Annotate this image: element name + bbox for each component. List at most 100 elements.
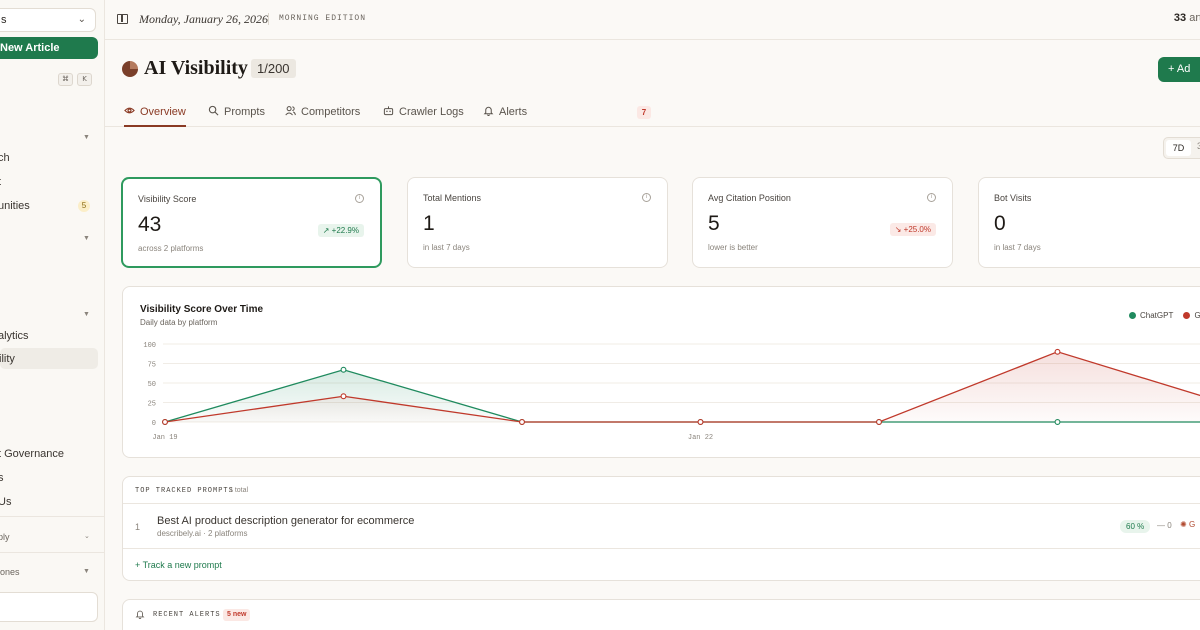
info-icon[interactable]: i [355,194,364,203]
visibility-chart-panel: Visibility Score Over Time Daily data by… [122,286,1200,458]
chevron-down-icon[interactable]: ▼ [83,235,90,242]
sparkle-icon: ✺ [1180,520,1189,529]
workspace-label: s [1,14,7,26]
y-tick-label: 25 [148,401,156,409]
legend-dot-second [1183,312,1191,319]
data-point [876,419,882,425]
chevron-down-icon[interactable]: ▼ [83,568,90,575]
chart-subtitle: Daily data by platform [140,318,218,327]
top-bar: Monday, January 26, 2026 MORNING EDITION… [105,0,1200,40]
data-point [340,393,347,400]
stat-delta-value: +22.9% [331,226,359,235]
users-icon [285,106,296,116]
add-prompt-button[interactable]: + Ad [1158,57,1200,82]
bot-icon [383,106,394,116]
legend-label-second: G [1194,311,1200,320]
stat-card-visibility-score[interactable]: Visibility Score i 43 ↗ +22.9% across 2 … [121,177,382,268]
new-article-button[interactable]: New Article [0,37,98,59]
tab-bar: Overview Prompts Competitors Crawler Log… [105,100,1200,127]
range-option-30d[interactable]: 3 [1197,141,1200,151]
row-index: 1 [135,522,141,532]
y-tick-label: 75 [148,362,156,370]
sidebar-item[interactable]: s [0,472,4,484]
tab-prompts[interactable]: Prompts [208,105,265,127]
chevron-down-icon[interactable]: ⌄ [84,533,90,540]
stat-label: Total Mentions [423,193,482,203]
chart-title: Visibility Score Over Time [140,304,264,315]
trend-up-icon: ↗ [322,226,332,235]
sidebar-item-opportunities[interactable]: unities [0,200,30,212]
current-date: Monday, January 26, 2026 [139,12,268,26]
prompt-count: 1 total [229,487,249,494]
bell-icon [483,106,494,116]
sidebar-footer-item[interactable]: iones [0,567,20,577]
article-count: 33 artic [1174,12,1200,24]
prompt-quota-badge: 1/200 [251,59,296,78]
stat-caption: across 2 platforms [138,244,204,253]
platform-label: G [1188,520,1196,529]
data-point [162,419,168,425]
range-option-7d[interactable]: 7D [1166,140,1191,156]
article-count-suffix: artic [1189,12,1200,24]
tab-overview[interactable]: Overview [124,105,186,127]
date-range-toggle[interactable]: 7D 3 [1163,137,1200,159]
stat-delta-badge: ↗ +22.9% [317,224,364,237]
workspace-select[interactable]: s ⌄ [0,8,96,32]
tab-competitors[interactable]: Competitors [285,105,360,127]
top-prompts-panel: TOP TRACKED PROMPTS 1 total 1 Best AI pr… [122,476,1200,581]
divider [0,516,104,517]
stat-card-avg-citation-position[interactable]: Avg Citation Position i 5 ↘ +25.0% lower… [692,177,953,268]
sidebar-item-analytics[interactable]: alytics [0,330,29,342]
search-icon [208,105,219,116]
sidebar-footer-item[interactable]: ply [0,532,10,542]
legend-dot-chatgpt [1129,312,1136,319]
chevron-down-icon: ⌄ [77,14,86,25]
sidebar: s ⌄ New Article ⌘ K ▼ ch t unities 5 ▼ ▼… [0,0,105,630]
stat-card-bot-visits[interactable]: Bot Visits 0 in last 7 days [978,177,1200,268]
chevron-down-icon[interactable]: ▼ [83,311,90,318]
alerts-count-badge: 7 [637,106,651,119]
y-tick-label: 0 [152,420,156,428]
tab-crawler-logs[interactable]: Crawler Logs [383,105,464,127]
track-new-prompt-link[interactable]: + Track a new prompt [135,560,222,570]
edition-label: MORNING EDITION [268,13,366,25]
chevron-down-icon[interactable]: ▼ [83,134,90,141]
info-icon[interactable]: i [642,193,651,202]
trend-down-icon: ↘ [894,225,904,234]
sidebar-item[interactable]: ch [0,152,10,164]
sidebar-toggle-icon[interactable] [117,14,128,24]
eye-icon [124,107,135,114]
sidebar-item-ai-visibility[interactable]: ility [0,353,15,365]
prompt-title[interactable]: Best AI product description generator fo… [157,515,415,527]
bell-icon [135,610,145,619]
stat-card-total-mentions[interactable]: Total Mentions i 1 in last 7 days [407,177,668,268]
sidebar-item[interactable]: t [0,176,1,188]
stat-caption: in last 7 days [423,243,470,252]
stat-value: 0 [994,212,1006,235]
chart-legend: ChatGPT G [1129,311,1200,320]
x-tick-label: Jan 22 [688,434,713,442]
stat-label: Avg Citation Position [708,193,791,203]
stat-delta-value: +25.0% [903,225,931,234]
tab-label: Alerts [499,106,528,118]
divider [0,552,104,553]
tab-label: Competitors [301,106,361,118]
y-tick-label: 50 [148,381,156,389]
stat-delta-badge: ↘ +25.0% [889,223,936,236]
sidebar-item-contact-us[interactable]: Us [0,496,12,508]
opportunities-badge: 5 [78,200,90,212]
info-icon[interactable]: i [927,193,936,202]
stat-caption: in last 7 days [994,243,1041,252]
data-point [697,419,704,425]
page-title: AI Visibility [144,57,248,79]
sidebar-item-governance[interactable]: t Governance [0,448,65,460]
new-alerts-badge: 5 new [223,609,251,621]
stat-value: 5 [708,212,720,235]
tab-alerts[interactable]: Alerts [483,105,527,127]
data-point [519,419,525,425]
pie-chart-icon [122,61,138,77]
prompt-meta: describely.ai · 2 platforms [157,529,248,538]
user-card[interactable] [0,592,98,622]
recent-alerts-panel: RECENT ALERTS 5 new [122,599,1200,630]
tab-label: Overview [140,106,186,118]
